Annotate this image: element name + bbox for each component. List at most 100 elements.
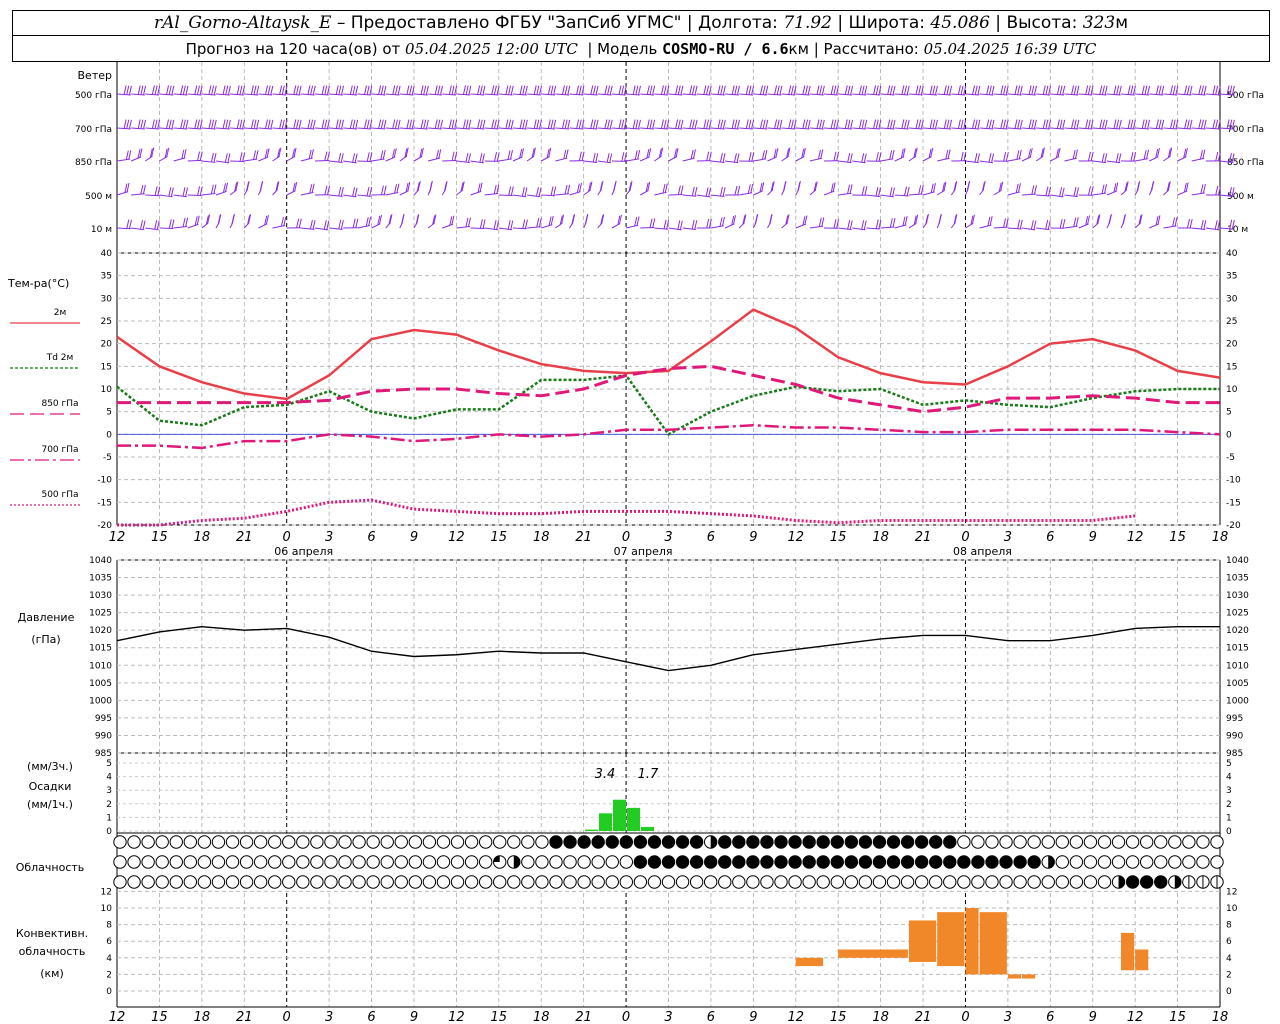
pres-ytick-right: 1020 <box>1226 626 1249 636</box>
wind-barb-flag <box>171 85 175 95</box>
cloud-circle <box>971 835 985 849</box>
cloud-cover-icon <box>732 875 746 889</box>
wind-barb-flag <box>946 85 950 95</box>
wind-barb-flag <box>259 181 263 192</box>
precip-ytick-right: 2 <box>1226 800 1232 810</box>
wind-barb-flag <box>1048 85 1052 95</box>
cloud-circle <box>746 835 760 849</box>
cloud-circle <box>914 875 929 889</box>
x-tick-label-bottom: 6 <box>1046 1010 1054 1024</box>
x-tick-label: 12 <box>109 530 126 545</box>
wind-level-label-left: 500 м <box>85 192 112 202</box>
wind-barb-flag <box>745 119 749 129</box>
wind-barb-flag <box>550 119 554 129</box>
wind-barb-flag <box>409 85 413 95</box>
wind-barb-flag <box>482 119 486 129</box>
wind-barb-flag <box>918 85 922 95</box>
wind-barb-flag <box>708 85 712 95</box>
pres-ytick-right: 1035 <box>1226 574 1249 584</box>
wind-barb-flag <box>170 187 174 197</box>
cloud-cover-icon <box>929 875 943 889</box>
x-tick-label-bottom: 12 <box>1127 1010 1144 1024</box>
wind-barb <box>1064 93 1079 96</box>
wind-barb-flag <box>1085 85 1089 95</box>
cloud-cover-icon <box>408 855 423 869</box>
wind-barb-flag <box>929 119 933 129</box>
wind-barb-flag <box>849 184 853 194</box>
wind-barb <box>145 227 159 231</box>
wind-barb-flag <box>621 85 625 95</box>
wind-barb-flag <box>649 218 653 228</box>
wind-barb-flag <box>706 218 710 229</box>
cloud-circle <box>802 875 816 889</box>
wind-barb <box>385 191 399 196</box>
wind-barb-flag <box>832 182 836 192</box>
wind-barb-flag <box>675 147 679 158</box>
wind-barb-flag <box>1090 85 1094 95</box>
wind-barb <box>838 160 852 164</box>
wind-barb-flag <box>265 85 268 95</box>
wind-barb-flag <box>915 214 919 224</box>
cloud-circle <box>1055 855 1069 869</box>
wind-barb-flag <box>324 85 328 95</box>
wind-barb-flag <box>873 119 877 129</box>
cloud-circle <box>760 875 774 889</box>
cloud-circle <box>675 855 690 869</box>
wind-barb-flag <box>264 215 268 226</box>
wind-barb-flag <box>210 184 214 195</box>
wind-barb-flag <box>637 149 641 160</box>
wind-barb-flag <box>126 119 130 129</box>
wind-barb <box>866 194 880 198</box>
wind-barb-flag <box>411 119 415 129</box>
wind-barb-flag <box>321 85 325 95</box>
cloud-circle <box>394 835 408 849</box>
cloud-cover-icon <box>1097 875 1112 889</box>
cloud-cover-icon <box>478 835 493 849</box>
precip-bar <box>613 799 626 831</box>
wind-barb-flag <box>496 119 500 129</box>
wind-barb-flag <box>991 153 995 163</box>
convective-bar <box>1121 932 1135 971</box>
wind-barb <box>922 191 935 196</box>
cloud-circle <box>929 855 943 869</box>
wind-barb-flag <box>432 215 436 225</box>
wind-barb <box>343 160 357 164</box>
wind-barb <box>512 93 527 96</box>
wind-barb-flag <box>140 119 144 129</box>
wind-barb <box>979 224 992 229</box>
cloud-circle <box>816 835 830 849</box>
cloud-cover-icon <box>141 855 155 869</box>
wind-barb-flag <box>265 214 269 225</box>
cloud-circle <box>1196 835 1210 849</box>
wind-barb-flag <box>904 85 907 95</box>
cloud-cover-icon <box>1027 835 1041 849</box>
temp-ytick-right: 10 <box>1226 385 1238 395</box>
wind-barb-flag <box>1228 153 1232 163</box>
wind-barb <box>286 127 301 130</box>
wind-barb-flag <box>708 151 712 161</box>
wind-barb <box>923 127 937 130</box>
wind-barb <box>1064 194 1078 198</box>
wind-barb-flag <box>280 217 284 227</box>
wind-barb <box>385 127 400 130</box>
cloud-circle <box>324 855 338 869</box>
wind-barb <box>343 194 357 198</box>
cloud-cover-icon <box>985 855 999 869</box>
wind-barb-flag <box>595 119 599 129</box>
cloud-cover-icon <box>268 875 282 889</box>
wind-barb-flag <box>326 119 330 129</box>
wind-barb <box>1135 127 1149 130</box>
wind-barb <box>1205 93 1220 96</box>
wind-barb-flag <box>607 119 611 129</box>
wind-barb-flag <box>663 219 667 229</box>
wind-barb-flag <box>1056 85 1060 95</box>
wind-barb-flag <box>465 217 469 228</box>
cloud-circle <box>197 875 212 889</box>
wind-barb-flag <box>754 215 758 225</box>
wind-barb-flag <box>788 85 792 95</box>
wind-barb-flag <box>164 148 168 158</box>
wind-barb-flag <box>742 215 746 225</box>
wind-barb-flag <box>830 183 834 193</box>
wind-barb-flag <box>1147 85 1151 95</box>
cloud-circle <box>1097 855 1112 869</box>
